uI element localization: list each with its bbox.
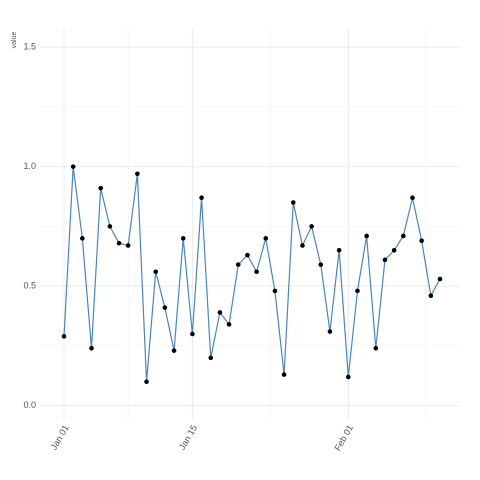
- point: [98, 185, 103, 191]
- point: [281, 372, 287, 377]
- point: [364, 233, 369, 239]
- point: [382, 257, 388, 263]
- point: [80, 236, 85, 241]
- point: [254, 269, 259, 275]
- x-tick-label: Feb 01: [332, 423, 355, 452]
- point: [171, 348, 177, 353]
- point: [180, 236, 186, 241]
- point: [355, 288, 360, 294]
- point: [373, 345, 379, 351]
- point: [419, 238, 424, 244]
- point: [199, 195, 204, 201]
- point: [410, 195, 415, 201]
- point: [336, 247, 342, 253]
- point: [125, 243, 131, 248]
- point: [318, 262, 324, 267]
- point: [61, 334, 67, 339]
- point: [116, 240, 122, 246]
- point: [245, 252, 250, 258]
- point: [217, 310, 223, 315]
- x-tick-label: Jan 15: [177, 423, 199, 451]
- point: [428, 293, 434, 299]
- point: [135, 171, 140, 177]
- point: [208, 355, 214, 361]
- point: [70, 164, 76, 169]
- point: [144, 379, 149, 385]
- point: [437, 276, 443, 282]
- point: [327, 329, 333, 334]
- y-tick-label: 1.5: [23, 41, 36, 51]
- point: [300, 243, 305, 248]
- point: [235, 262, 241, 267]
- y-tick-label: 1.0: [23, 161, 36, 171]
- line: [63, 166, 441, 382]
- point: [89, 345, 94, 351]
- y-axis-label: value: [11, 32, 18, 49]
- point: [153, 269, 159, 275]
- point: [345, 374, 351, 380]
- point: [391, 247, 397, 253]
- x-tick-label: Jan 01: [49, 423, 71, 451]
- point: [290, 200, 296, 205]
- y-tick-label: 0.0: [23, 400, 36, 410]
- point: [401, 233, 406, 239]
- y-tick-label: 0.5: [23, 281, 36, 291]
- point: [162, 305, 168, 310]
- point: [309, 224, 314, 229]
- point: [272, 288, 278, 294]
- point: [190, 331, 195, 337]
- point: [263, 236, 269, 241]
- point: [107, 224, 113, 229]
- point: [226, 322, 232, 327]
